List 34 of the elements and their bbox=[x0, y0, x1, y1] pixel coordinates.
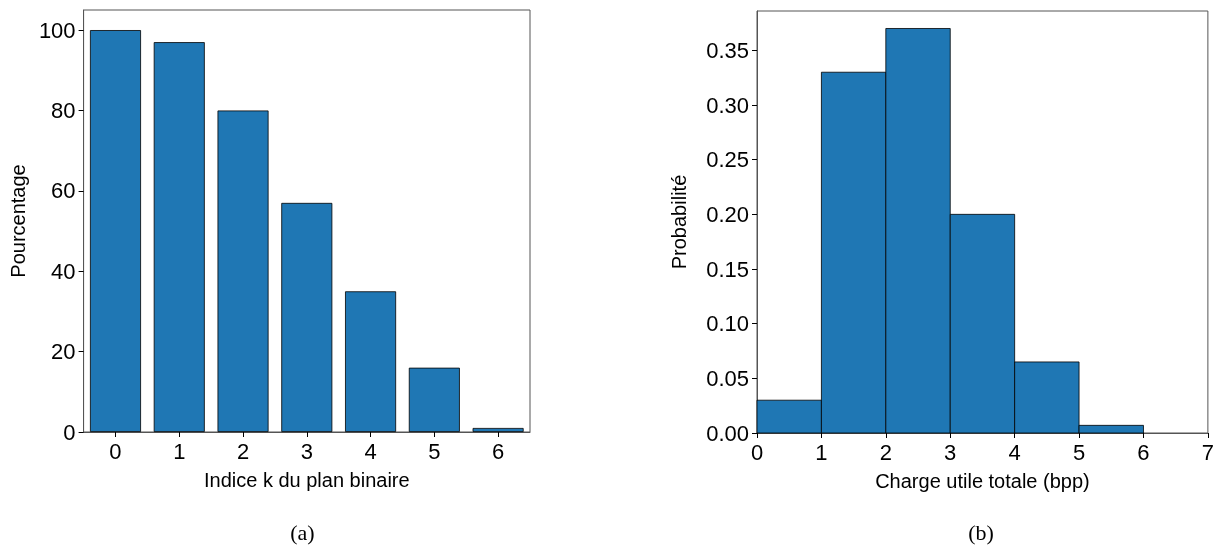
text: (b) bbox=[967, 520, 995, 546]
y-tick-label: 80 bbox=[51, 97, 76, 123]
x-tick-label: 5 bbox=[428, 438, 441, 464]
x-tick-label: 6 bbox=[491, 438, 505, 464]
y-tick-label: 0.35 bbox=[706, 37, 749, 63]
x-tick-label: 5 bbox=[1072, 439, 1086, 465]
y-tick-label: 100 bbox=[38, 17, 76, 43]
x-tick-label: 2 bbox=[879, 439, 892, 465]
x-tick-label: 0 bbox=[109, 438, 122, 464]
x-axis-title: Indice k du plan binaire bbox=[203, 469, 410, 491]
text: (a) bbox=[289, 520, 316, 546]
x-tick-label: 3 bbox=[300, 438, 313, 464]
y-tick-label: 0.20 bbox=[706, 201, 749, 227]
x-tick-label: 1 bbox=[173, 438, 186, 464]
x-tick-label: 6 bbox=[1137, 439, 1150, 465]
y-axis-title: Probabilité bbox=[668, 174, 690, 270]
x-tick-label: 4 bbox=[364, 438, 377, 464]
x-tick-label: 2 bbox=[236, 438, 250, 464]
y-tick-label: 60 bbox=[51, 178, 76, 204]
y-tick-label: 0.15 bbox=[706, 256, 749, 282]
y-axis-title: Pourcentage bbox=[7, 164, 29, 278]
y-tick-label: 0.30 bbox=[706, 92, 749, 118]
y-tick-label: 0 bbox=[63, 419, 76, 445]
y-tick-label: 0.00 bbox=[706, 420, 749, 446]
x-tick-label: 1 bbox=[815, 439, 828, 465]
x-tick-label: 3 bbox=[944, 439, 957, 465]
y-tick-label: 40 bbox=[51, 258, 76, 284]
y-tick-label: 0.10 bbox=[706, 311, 749, 337]
x-axis-title: Charge utile totale (bpp) bbox=[875, 470, 1090, 492]
x-tick-label: 7 bbox=[1201, 439, 1215, 465]
x-tick-label: 4 bbox=[1008, 439, 1021, 465]
y-tick-label: 0.25 bbox=[706, 147, 749, 173]
y-tick-label: 0.05 bbox=[706, 365, 749, 391]
y-tick-label: 20 bbox=[51, 339, 76, 365]
